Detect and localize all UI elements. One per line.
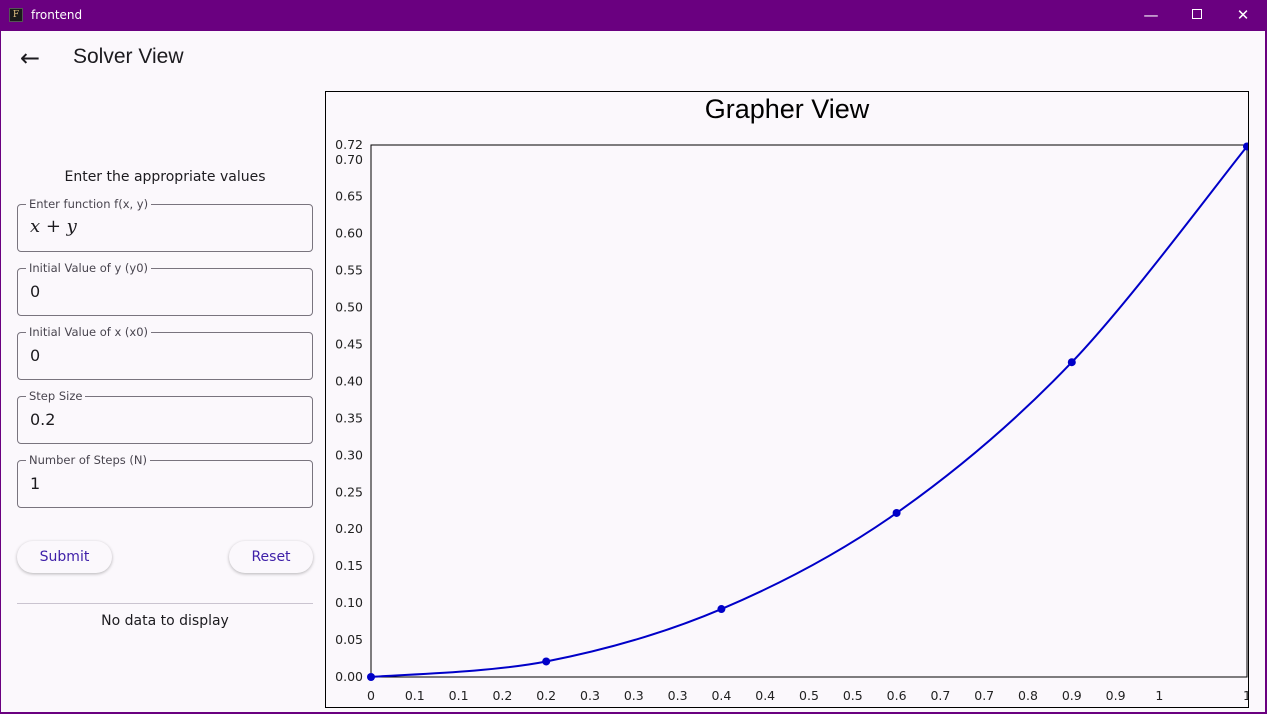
x-tick-label: 0.2 (492, 688, 512, 703)
x-tick-label: 0.5 (843, 688, 863, 703)
window-title: frontend (31, 8, 83, 22)
initial-x-value: 0 (30, 346, 41, 365)
data-point (1243, 142, 1248, 151)
initial-y-label: Initial Value of y (y0) (26, 261, 152, 275)
divider (17, 603, 313, 604)
y-tick-label: 0.65 (335, 189, 363, 204)
close-button[interactable]: ✕ (1236, 6, 1250, 24)
x-tick-label: 0.3 (624, 688, 644, 703)
step-size-label: Step Size (26, 389, 86, 403)
y-tick-label: 0.15 (335, 558, 363, 573)
y-tick-label: 0.55 (335, 263, 363, 278)
x-tick-label: 0.4 (755, 688, 775, 703)
x-tick-label: 0.1 (405, 688, 425, 703)
x-tick-label: 0.3 (580, 688, 600, 703)
x-tick-label: 0.7 (930, 688, 950, 703)
data-point (542, 657, 551, 666)
y-tick-label: 0.72 (335, 137, 363, 152)
chart-title: Grapher View (704, 94, 870, 124)
data-point (717, 605, 726, 614)
maximize-icon (1192, 9, 1202, 19)
x-tick-label: 1 (1155, 688, 1163, 703)
y-tick-label: 0.05 (335, 632, 363, 647)
y-tick-label: 0.25 (335, 484, 363, 499)
y-tick-label: 0.35 (335, 410, 363, 425)
y-tick-label: 0.70 (335, 152, 363, 167)
x-tick-label: 0.6 (887, 688, 907, 703)
initial-y-value: 0 (30, 282, 41, 301)
app-icon: F (9, 8, 23, 22)
results-empty-message: No data to display (101, 613, 229, 629)
series-line (370, 145, 1248, 678)
reset-button[interactable]: Reset (229, 541, 313, 573)
data-point (892, 508, 901, 517)
data-point (1067, 358, 1076, 367)
page-title: Solver View (73, 45, 184, 68)
window-titlebar[interactable]: F frontend — ✕ (0, 0, 1267, 31)
y-tick-label: 0.45 (335, 337, 363, 352)
back-arrow-icon[interactable]: ← (19, 44, 41, 72)
chart-canvas: 0.000.050.100.150.200.250.300.350.400.45… (335, 137, 1248, 703)
y-tick-label: 0.20 (335, 521, 363, 536)
step-size-input[interactable]: Step Size 0.2 (17, 389, 313, 444)
num-steps-input[interactable]: Number of Steps (N) 1 (17, 453, 313, 508)
x-tick-label: 0.4 (711, 688, 731, 703)
step-size-value: 0.2 (30, 410, 56, 429)
function-input-value: x + y (30, 216, 77, 237)
x-tick-label: 0.9 (1106, 688, 1126, 703)
minimize-button[interactable]: — (1143, 6, 1159, 24)
y-tick-label: 0.30 (335, 447, 363, 462)
grapher-panel: Grapher View 0.00 0.05 0.10 0.15 0.20 0.25 0.3… (325, 91, 1249, 708)
function-input-label: Enter function f(x, y) (26, 197, 152, 211)
function-input[interactable]: Enter function f(x, y) x + y (17, 197, 313, 252)
x-tick-label: 0 (367, 688, 375, 703)
x-tick-label: 0.1 (449, 688, 469, 703)
y-tick-label: 0.40 (335, 373, 363, 388)
y-tick-label: 0.50 (335, 300, 363, 315)
x-tick-label: 0.2 (536, 688, 556, 703)
initial-x-input[interactable]: Initial Value of x (x0) 0 (17, 325, 313, 380)
y-tick-label: 0.60 (335, 226, 363, 241)
data-point (367, 673, 375, 681)
x-tick-label: 0.3 (668, 688, 688, 703)
num-steps-label: Number of Steps (N) (26, 453, 150, 467)
plot-area-frame (370, 144, 1248, 678)
initial-y-input[interactable]: Initial Value of y (y0) 0 (17, 261, 313, 316)
submit-button[interactable]: Submit (17, 541, 112, 573)
x-tick-label: 0.8 (1018, 688, 1038, 703)
maximize-button[interactable] (1174, 0, 1220, 31)
x-tick-label: 0.9 (1062, 688, 1082, 703)
initial-x-label: Initial Value of x (x0) (26, 325, 152, 339)
x-tick-label: 0.5 (799, 688, 819, 703)
app-client-area: ← Solver View Enter the appropriate valu… (1, 31, 1265, 712)
num-steps-value: 1 (30, 474, 41, 493)
y-tick-label: 0.00 (335, 669, 363, 684)
y-tick-label: 0.10 (335, 595, 363, 610)
form-heading: Enter the appropriate values (64, 169, 266, 185)
x-tick-label: 1 (1243, 688, 1248, 703)
x-tick-label: 0.7 (974, 688, 994, 703)
